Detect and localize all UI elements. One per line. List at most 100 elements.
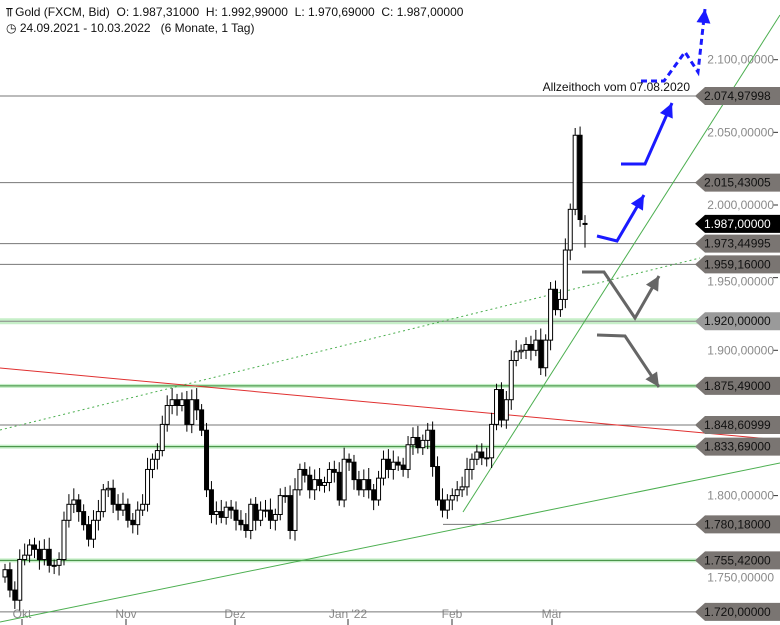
candle — [81, 504, 87, 531]
candle-body — [27, 544, 33, 556]
candle — [12, 581, 18, 609]
clock-icon: ◷ — [6, 21, 17, 35]
candle — [474, 444, 480, 466]
candle — [248, 498, 254, 540]
candle-body — [2, 569, 8, 578]
candle-body — [474, 451, 480, 460]
level-price-tag: 2.015,43005 — [695, 173, 780, 192]
tag-label: 1.987,00000 — [704, 217, 771, 231]
candle-body — [562, 249, 568, 300]
candle-body — [120, 503, 126, 511]
tag-shape — [695, 234, 780, 253]
candle — [469, 453, 475, 480]
candle-body — [297, 468, 303, 491]
candle-body — [361, 479, 367, 491]
arrow-head-icon — [645, 371, 659, 387]
candle-body — [140, 503, 146, 511]
candle-body — [12, 589, 18, 601]
candle — [321, 476, 327, 493]
candle-body — [110, 487, 116, 505]
candle — [145, 457, 151, 512]
bull-dashed-scenario-arrow — [641, 8, 711, 83]
arrow-head-icon — [645, 276, 659, 292]
candle — [435, 456, 441, 506]
level-price-tag: 2.074,97998 — [695, 87, 780, 106]
candle — [312, 469, 318, 500]
candle-body — [435, 466, 441, 501]
candle-body — [572, 134, 578, 210]
candle-body — [145, 468, 151, 505]
candle — [218, 499, 224, 524]
candle-body — [61, 519, 67, 561]
tag-shape — [695, 437, 780, 456]
candle — [263, 499, 269, 518]
candle — [223, 501, 229, 525]
candle — [105, 481, 111, 498]
x-tick-label: Nov — [115, 607, 136, 621]
candle-body — [577, 134, 583, 221]
tag-label: 1.720,00000 — [704, 605, 771, 619]
candle — [287, 485, 293, 540]
candle — [253, 497, 259, 531]
candle-body — [420, 439, 426, 449]
candle — [76, 494, 82, 522]
arrow-head-icon — [696, 9, 711, 24]
arrow-head-icon — [659, 103, 673, 119]
candle-body — [208, 489, 214, 515]
candle-body — [346, 458, 352, 463]
candle — [444, 494, 450, 519]
candle — [567, 203, 573, 261]
candle-body — [199, 409, 205, 431]
candle-body — [105, 487, 111, 491]
x-tick-label: Mär — [542, 607, 563, 621]
candle-body — [395, 461, 401, 466]
candle — [204, 422, 210, 498]
resistance-trendline — [0, 367, 780, 441]
low-value: L: 1.970,69000 — [294, 5, 375, 19]
candle — [110, 479, 116, 514]
candle — [425, 422, 431, 450]
candle — [243, 513, 249, 538]
y-tick-label: 2.050,00000 — [707, 125, 774, 139]
candle — [125, 498, 131, 528]
candle-body — [513, 351, 519, 361]
candle — [184, 390, 190, 432]
candle-body — [312, 479, 318, 491]
arrow-path — [596, 194, 646, 243]
level-price-tag: 1.780,18000 — [695, 515, 780, 534]
candle-body — [543, 339, 549, 369]
candle-body — [469, 458, 475, 470]
candle — [238, 510, 244, 531]
candle-body — [582, 222, 588, 225]
candle — [503, 390, 509, 429]
candle — [410, 427, 416, 455]
candle-body — [135, 509, 141, 526]
level-price-tag: 1.875,49000 — [695, 376, 780, 395]
candle — [159, 415, 165, 457]
tag-label: 2.015,43005 — [704, 176, 771, 190]
candle — [528, 335, 534, 361]
candle-body — [41, 548, 47, 561]
candle — [543, 334, 549, 377]
candle — [371, 483, 377, 511]
candle-body — [557, 298, 563, 311]
candle-body — [159, 423, 165, 452]
candle-body — [331, 468, 337, 473]
candle-body — [479, 451, 485, 459]
candle — [233, 501, 239, 531]
candle — [277, 488, 283, 521]
candle-body — [51, 564, 57, 567]
candle — [572, 127, 578, 216]
candle-body — [253, 503, 259, 521]
candle-body — [503, 399, 509, 421]
y-tick-label: 2.000,00000 — [707, 198, 774, 212]
candle-body — [90, 519, 96, 540]
candle-body — [7, 569, 13, 591]
candle — [95, 499, 101, 531]
arrow-path — [621, 102, 674, 166]
candle-body — [317, 479, 323, 486]
tag-label: 1.959,16000 — [704, 257, 771, 271]
candle-body — [66, 503, 72, 521]
candle — [317, 467, 323, 492]
